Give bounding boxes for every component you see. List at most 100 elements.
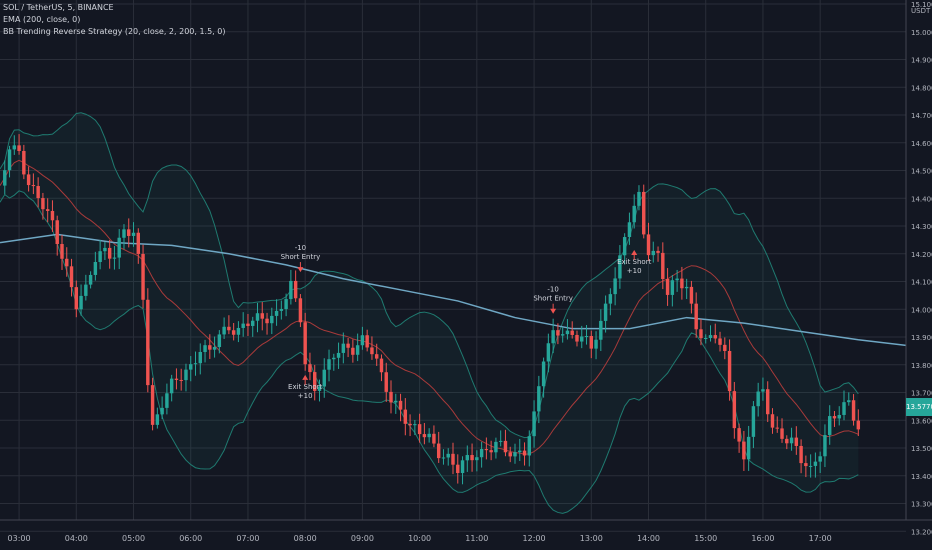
candle-body xyxy=(189,364,193,370)
candle-body xyxy=(231,330,236,335)
candle-body xyxy=(365,335,369,348)
candle-body xyxy=(127,229,131,236)
time-scale[interactable]: 03:00 04:00 05:00 06:00 07:00 08:00 09:00 10:00… xyxy=(8,534,832,543)
candle-body xyxy=(436,443,441,459)
signal-label-top: -10 xyxy=(295,244,306,252)
candle-body xyxy=(608,294,613,304)
candle-body xyxy=(704,338,708,340)
price-tick-label: 14.0000 xyxy=(911,306,932,314)
price-tick-label: 14.8000 xyxy=(911,84,932,92)
candle-body xyxy=(417,424,422,435)
candle-body xyxy=(322,369,326,387)
candle-body xyxy=(50,210,55,221)
candle-body xyxy=(837,414,841,419)
candle-body xyxy=(479,449,484,458)
candle-body xyxy=(208,345,212,350)
candle-body xyxy=(198,351,202,364)
candle-body xyxy=(575,334,579,342)
candle-body xyxy=(746,436,751,460)
time-tick-label: 14:00 xyxy=(637,534,660,543)
candle-body xyxy=(627,222,632,238)
candle-body xyxy=(217,334,222,348)
candle-body xyxy=(165,393,169,408)
ema-line xyxy=(0,233,907,347)
price-tick-label: 13.8000 xyxy=(911,362,932,370)
candle-body xyxy=(31,185,36,187)
price-tick-label: 13.7000 xyxy=(911,390,932,398)
upper-band xyxy=(0,112,859,439)
candle-body xyxy=(532,411,536,437)
candle-body xyxy=(308,364,312,373)
price-tick-label: 14.7000 xyxy=(911,112,932,120)
candle-body xyxy=(236,327,241,335)
candle-body xyxy=(193,363,198,365)
candle-body xyxy=(775,427,779,429)
candle-body xyxy=(398,400,403,410)
price-tick-label: 14.4000 xyxy=(911,195,932,203)
time-tick-label: 17:00 xyxy=(809,534,832,543)
grid-lines xyxy=(0,0,906,532)
candle-body xyxy=(708,335,713,339)
time-tick-label: 12:00 xyxy=(523,534,546,543)
candle-body xyxy=(637,191,641,206)
candle-body xyxy=(408,423,412,426)
price-tick-label: 14.5000 xyxy=(911,168,932,176)
candle-body xyxy=(427,433,431,438)
candle-body xyxy=(522,450,527,456)
ema-legend[interactable]: EMA (200, close, 0) xyxy=(3,15,81,24)
candle-body xyxy=(713,335,717,339)
candle-body xyxy=(17,145,21,151)
candle-body xyxy=(212,347,217,350)
candle-body xyxy=(594,339,598,349)
price-tick-label: 14.2000 xyxy=(911,251,932,259)
price-tick-label: 13.4000 xyxy=(911,473,932,481)
price-scale[interactable]: 15.1000 15.0000 14.9000 14.8000 14.7000 14.60… xyxy=(911,1,932,536)
candle-body xyxy=(446,453,450,458)
candle-body xyxy=(7,149,12,171)
candle-body xyxy=(808,465,813,467)
candle-body xyxy=(785,438,789,444)
candle-body xyxy=(107,247,112,259)
signal-label-top: Exit Short xyxy=(617,258,652,266)
candle-body xyxy=(174,378,179,380)
candle-body xyxy=(260,313,264,319)
candle-body xyxy=(413,424,417,426)
candle-body xyxy=(403,409,408,424)
candle-body xyxy=(646,234,651,256)
candle-body xyxy=(389,391,393,403)
strategy-legend[interactable]: BB Trending Reverse Strategy (20, close,… xyxy=(3,27,226,36)
candle-body xyxy=(55,220,59,245)
time-tick-label: 10:00 xyxy=(408,534,431,543)
candle-body xyxy=(327,359,331,370)
candle-body xyxy=(632,205,636,223)
price-unit-label: USDT xyxy=(911,7,931,15)
exit-short-arrow-icon xyxy=(302,374,309,380)
candle-body xyxy=(642,191,646,235)
candle-body xyxy=(694,303,698,330)
candle-body xyxy=(546,343,551,362)
price-tick-label: 13.9000 xyxy=(911,334,932,342)
candle-body xyxy=(622,237,627,256)
candle-body xyxy=(270,315,274,324)
candle-body xyxy=(169,378,174,394)
symbol-title[interactable]: SOL / TetherUS, 5, BINANCE xyxy=(3,3,114,12)
candle-body xyxy=(265,318,269,324)
candle-body xyxy=(251,320,255,326)
candle-body xyxy=(665,279,670,295)
price-tick-label: 13.2000 xyxy=(911,528,932,536)
time-tick-label: 08:00 xyxy=(294,534,317,543)
candle-body xyxy=(560,334,565,336)
time-tick-label: 07:00 xyxy=(236,534,259,543)
candle-body xyxy=(847,400,851,403)
candle-body xyxy=(670,280,675,295)
candle-body xyxy=(150,385,155,425)
candle-body xyxy=(117,237,121,258)
candle-body xyxy=(484,449,489,451)
candle-body xyxy=(26,174,31,186)
short-entry-arrow-icon xyxy=(550,308,557,314)
candle-body xyxy=(856,420,861,430)
candle-body xyxy=(432,433,436,444)
price-tick-label: 13.3000 xyxy=(911,501,932,509)
